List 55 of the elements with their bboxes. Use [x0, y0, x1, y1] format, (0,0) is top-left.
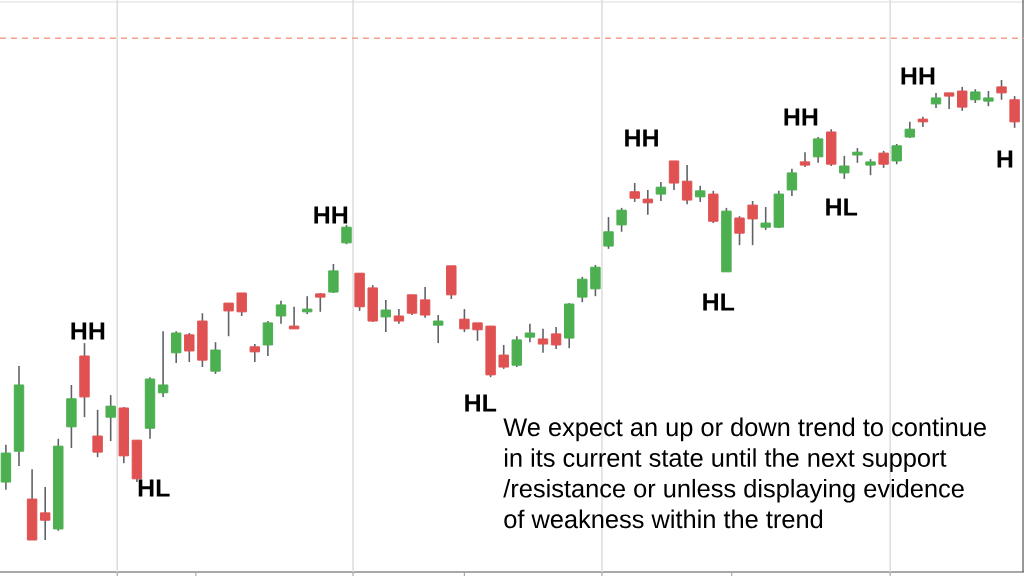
annotation: HL: [138, 479, 170, 497]
candlestick: [943, 92, 955, 110]
candlestick: [92, 409, 103, 458]
candlestick: [786, 167, 798, 197]
candlestick: [891, 143, 902, 165]
candlestick: [590, 264, 601, 297]
candlestick: [734, 215, 745, 246]
candlestick: [236, 292, 247, 317]
annotation: HH: [314, 206, 348, 224]
candlestick: [157, 330, 169, 398]
annotation: HH: [901, 67, 935, 85]
candlestick: [537, 328, 549, 354]
annotation: HL: [826, 198, 858, 216]
candlestick: [419, 286, 431, 319]
candlestick: [184, 332, 195, 363]
candlestick: [301, 295, 313, 315]
candlestick: [655, 181, 667, 202]
candlestick: [288, 305, 300, 330]
candlestick: [629, 182, 640, 203]
candlestick: [1009, 95, 1020, 129]
annotation: HH: [625, 129, 658, 147]
candlestick: [223, 302, 234, 338]
candlestick: [170, 330, 182, 364]
candlestick: [262, 320, 274, 357]
annotation: HL: [465, 394, 497, 412]
candlestick: [459, 308, 470, 333]
candlestick: [957, 86, 968, 112]
annotation: HL: [703, 293, 735, 311]
candlestick: [760, 206, 771, 231]
candlestick: [747, 200, 758, 246]
candlestick: [524, 323, 536, 343]
candlestick: [328, 263, 339, 294]
candlestick: [577, 276, 588, 303]
candlestick: [275, 300, 287, 325]
candlestick: [550, 326, 562, 350]
candlestick: [812, 136, 824, 164]
annotation: HH: [784, 108, 818, 126]
candlestick: [668, 160, 680, 191]
candlestick: [380, 299, 392, 333]
candlestick: [498, 344, 509, 370]
candlestick: [210, 341, 221, 375]
candlestick: [432, 314, 444, 344]
candlestick: [681, 164, 693, 205]
candlestick: [996, 79, 1007, 101]
annotation: HH: [71, 322, 105, 340]
candlestick: [603, 216, 614, 250]
candlestick: [39, 486, 51, 541]
candlestick: [642, 189, 654, 216]
candlestick: [105, 394, 116, 442]
annotation: H: [997, 150, 1013, 168]
candlestick: [341, 224, 352, 246]
candlestick: [839, 155, 850, 180]
annotation: We expect an up or down trend to continue in its current state until the next support /resistance or unless displaying evidence of weakness within the trend: [503, 417, 986, 529]
candlestick: [616, 207, 627, 233]
candlestick: [406, 294, 418, 316]
